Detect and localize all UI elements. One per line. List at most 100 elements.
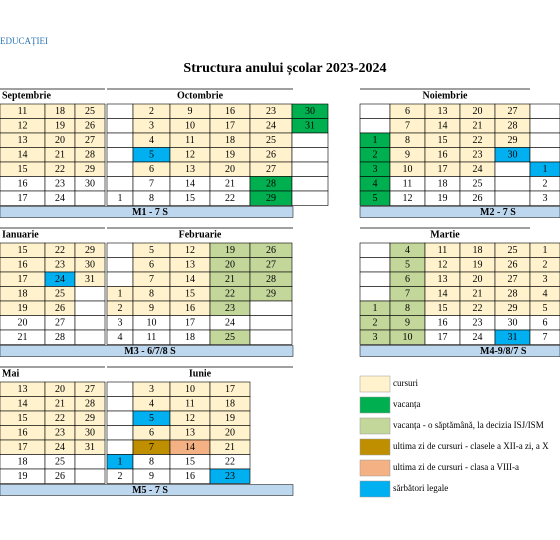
legend-swatch: [359, 396, 391, 414]
day-cell: [209, 468, 251, 484]
day-number: 20: [225, 164, 235, 175]
day-number: 25: [85, 106, 95, 117]
day-cell: [106, 425, 134, 441]
day-number: 26: [55, 303, 65, 314]
day-number: 29: [85, 413, 95, 424]
day-number: 11: [403, 179, 413, 190]
day-number: 9: [188, 106, 193, 117]
day-number: 15: [438, 303, 448, 314]
day-cell: [359, 242, 391, 258]
day-number: 21: [55, 150, 65, 161]
day-number: 5: [373, 193, 378, 204]
module-label: M5 - 7 S: [132, 485, 168, 496]
day-number: 19: [225, 245, 235, 256]
day-number: 25: [473, 179, 483, 190]
day-cell: [494, 176, 531, 192]
module-bar: [359, 206, 560, 218]
day-number: 15: [185, 193, 195, 204]
module-bar: [359, 345, 560, 357]
day-number: 2: [373, 318, 378, 329]
day-cell: [74, 315, 106, 331]
day-number: 19: [438, 193, 448, 204]
day-number: 5: [405, 260, 410, 271]
day-number: 8: [405, 303, 410, 314]
day-number: 4: [405, 245, 410, 256]
day-number: 26: [473, 193, 483, 204]
day-number: 20: [18, 318, 28, 329]
day-number: 23: [473, 318, 483, 329]
module-label: M1 - 7 S: [132, 207, 168, 218]
day-cell: [106, 381, 134, 397]
day-number: 22: [225, 457, 235, 468]
day-number: 5: [149, 245, 154, 256]
day-number: 14: [438, 121, 448, 132]
day-number: 16: [185, 471, 195, 482]
day-number: 5: [149, 413, 154, 424]
day-number: 6: [149, 428, 154, 439]
day-number: 8: [149, 193, 154, 204]
day-cell: [359, 103, 391, 119]
day-number: 3: [149, 121, 154, 132]
day-number: 9: [149, 303, 154, 314]
day-number: 21: [55, 399, 65, 410]
day-number: 6: [543, 318, 548, 329]
day-cell: [529, 118, 560, 134]
day-cell: [249, 329, 293, 345]
day-cell: [291, 161, 329, 177]
month-name: Septembrie: [2, 90, 51, 101]
day-number: 8: [149, 289, 154, 300]
day-number: 21: [225, 179, 235, 190]
day-number: 1: [373, 135, 378, 146]
day-number: 18: [18, 289, 28, 300]
day-number: 2: [373, 150, 378, 161]
module-label: M3 - 6/7/8 S: [124, 346, 176, 357]
day-number: 22: [55, 245, 65, 256]
day-number: 29: [85, 164, 95, 175]
day-number: 11: [185, 135, 195, 146]
day-cell: [291, 190, 329, 206]
day-number: 19: [473, 260, 483, 271]
day-number: 15: [18, 164, 28, 175]
legend-swatch: [359, 438, 391, 456]
ministry-label: EDUCAȚIEI: [0, 36, 48, 47]
day-number: 19: [225, 413, 235, 424]
day-number: 1: [543, 245, 548, 256]
day-number: 17: [18, 274, 28, 285]
day-number: 15: [438, 135, 448, 146]
day-number: 25: [266, 135, 276, 146]
day-number: 29: [508, 303, 518, 314]
day-number: 27: [85, 135, 95, 146]
day-number: 3: [118, 318, 123, 329]
day-cell: [106, 271, 134, 287]
day-number: 25: [508, 245, 518, 256]
legend-label: vacanța - o săptămână, la decizia ISJ/IS…: [393, 420, 544, 430]
day-cell: [359, 118, 391, 134]
legend-label: vacanța: [393, 399, 420, 409]
day-number: 11: [185, 399, 195, 410]
day-cell: [106, 118, 134, 134]
day-number: 7: [149, 274, 154, 285]
day-number: 27: [266, 260, 276, 271]
day-number: 17: [438, 164, 448, 175]
day-number: 27: [266, 164, 276, 175]
day-cell: [74, 190, 106, 206]
day-number: 28: [266, 274, 276, 285]
day-number: 18: [473, 245, 483, 256]
day-number: 9: [405, 150, 410, 161]
day-number: 24: [473, 164, 483, 175]
day-number: 30: [508, 150, 518, 161]
day-number: 17: [438, 332, 448, 343]
day-cell: [529, 132, 560, 148]
day-number: 20: [225, 428, 235, 439]
day-number: 2: [118, 303, 123, 314]
day-number: 21: [18, 332, 28, 343]
module-bar: [0, 484, 294, 496]
day-number: 6: [149, 164, 154, 175]
day-number: 13: [185, 164, 195, 175]
day-number: 12: [438, 260, 448, 271]
day-number: 20: [473, 106, 483, 117]
day-cell: [106, 103, 134, 119]
day-number: 8: [149, 457, 154, 468]
day-number: 5: [543, 303, 548, 314]
day-number: 26: [85, 121, 95, 132]
